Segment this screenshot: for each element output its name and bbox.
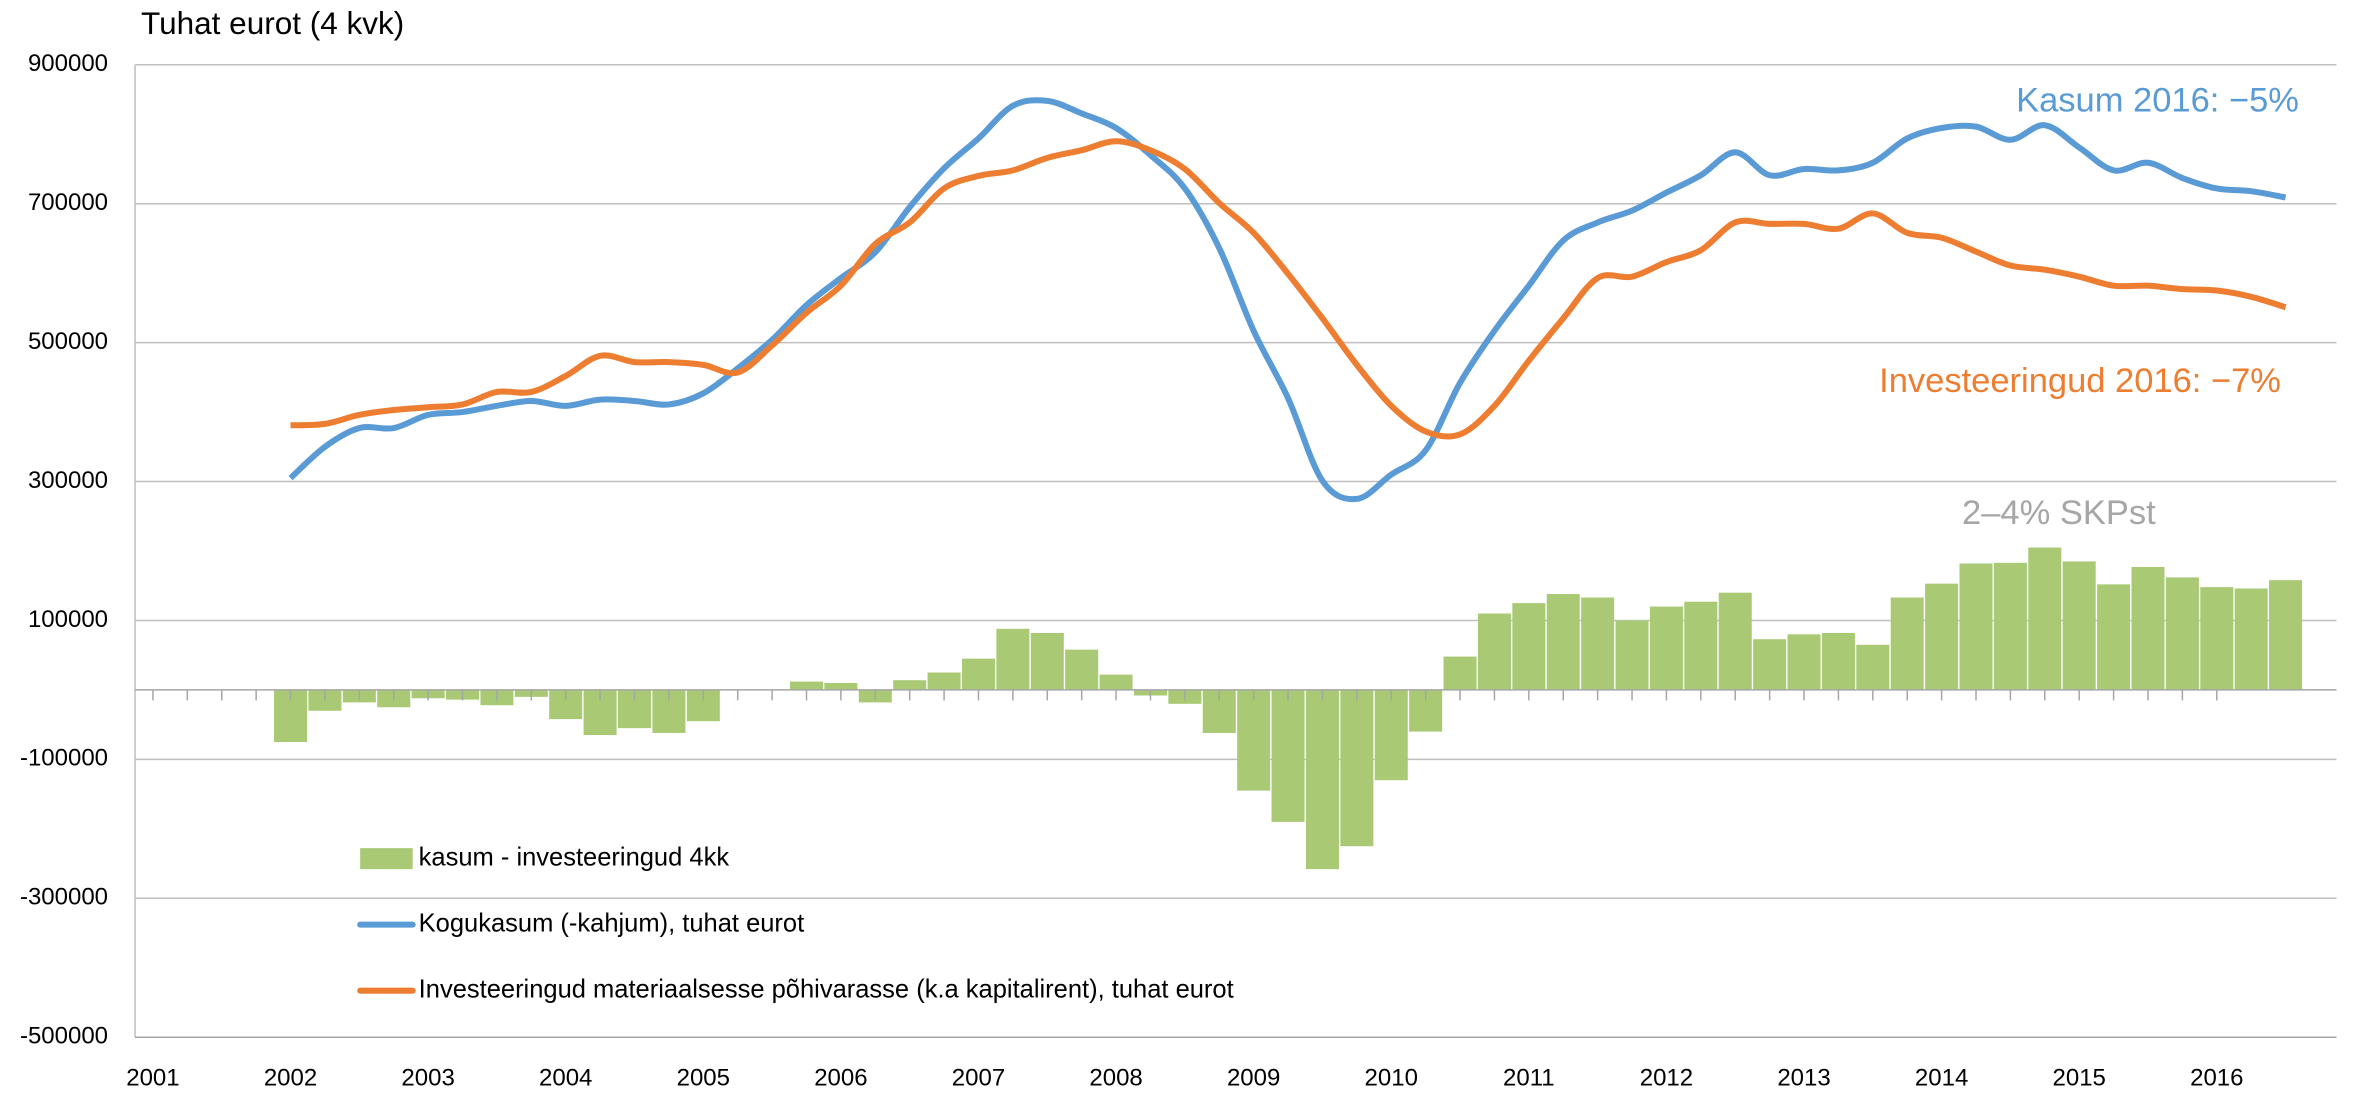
- x-tick-label: 2004: [539, 1065, 592, 1092]
- x-tick-label: 2013: [1777, 1065, 1830, 1092]
- bar: [1374, 689, 1408, 781]
- bar: [2269, 580, 2303, 690]
- bar: [1856, 644, 1890, 690]
- bar: [961, 658, 995, 690]
- bar: [2234, 588, 2268, 690]
- bar: [927, 672, 961, 690]
- y-tick-label: 100000: [28, 606, 108, 633]
- bar: [824, 682, 858, 690]
- y-tick-label: -500000: [20, 1023, 108, 1050]
- bar: [1065, 649, 1099, 690]
- bar: [1993, 562, 2027, 690]
- bar: [1271, 689, 1305, 822]
- y-tick-label: 700000: [28, 189, 108, 216]
- line: [290, 138, 2287, 440]
- legend-swatch: [360, 848, 413, 870]
- y-tick-label: -100000: [20, 745, 108, 772]
- bar: [2028, 547, 2062, 690]
- y-tick-label: 500000: [28, 328, 108, 355]
- bar: [2131, 566, 2165, 690]
- bar: [2062, 561, 2096, 690]
- x-tick-label: 2016: [2190, 1065, 2243, 1092]
- bar: [893, 680, 927, 690]
- x-tick-label: 2012: [1640, 1065, 1693, 1092]
- x-tick-label: 2001: [126, 1065, 179, 1092]
- legend-label: Kogukasum (-kahjum), tuhat eurot: [419, 909, 805, 937]
- bar: [1305, 689, 1339, 870]
- x-tick-label: 2008: [1089, 1065, 1142, 1092]
- bar: [1477, 613, 1511, 690]
- x-tick-label: 2007: [952, 1065, 1005, 1092]
- x-tick-label: 2002: [264, 1065, 317, 1092]
- x-tick-label: 2011: [1503, 1065, 1555, 1092]
- bar: [1443, 656, 1477, 690]
- bar: [1649, 606, 1683, 690]
- x-tick-label: 2014: [1915, 1065, 1968, 1092]
- bar: [1546, 594, 1580, 690]
- y-tick-label: 300000: [28, 467, 108, 494]
- legend-label: kasum - investeeringud 4kk: [419, 843, 730, 871]
- bar: [1340, 689, 1374, 847]
- bar: [2200, 587, 2234, 690]
- bar: [1581, 597, 1615, 690]
- bar: [1959, 563, 1993, 690]
- x-tick-label: 2009: [1227, 1065, 1280, 1092]
- x-tick-label: 2005: [677, 1065, 730, 1092]
- bar: [1099, 674, 1133, 690]
- bar: [996, 628, 1030, 690]
- chart-title: Tuhat eurot (4 kvk): [141, 5, 404, 41]
- bar: [1030, 632, 1064, 690]
- x-tick-label: 2015: [2053, 1065, 2106, 1092]
- bar: [1684, 601, 1718, 690]
- annotation: 2–4% SKPst: [1962, 494, 2156, 532]
- x-tick-label: 2006: [814, 1065, 867, 1092]
- bar: [2097, 584, 2131, 690]
- y-tick-label: -300000: [20, 884, 108, 911]
- line: [288, 97, 2287, 503]
- bar: [1787, 634, 1821, 690]
- bar: [1237, 689, 1271, 791]
- bar: [1890, 597, 1924, 690]
- bar: [1512, 603, 1546, 690]
- annotation: Investeeringud 2016: −7%: [1879, 362, 2281, 400]
- legend-label: Investeeringud materiaalsesse põhivarass…: [419, 975, 1234, 1003]
- bar: [789, 681, 824, 690]
- bar: [1925, 583, 1959, 690]
- y-tick-label: 900000: [28, 50, 108, 77]
- bar: [1753, 639, 1787, 690]
- annotation: Kasum 2016: −5%: [2016, 81, 2299, 119]
- x-tick-label: 2003: [401, 1065, 454, 1092]
- bar: [1718, 592, 1752, 690]
- bar: [1615, 620, 1649, 690]
- bar: [2165, 577, 2199, 690]
- x-tick-label: 2010: [1365, 1065, 1418, 1092]
- bar: [1821, 632, 1855, 690]
